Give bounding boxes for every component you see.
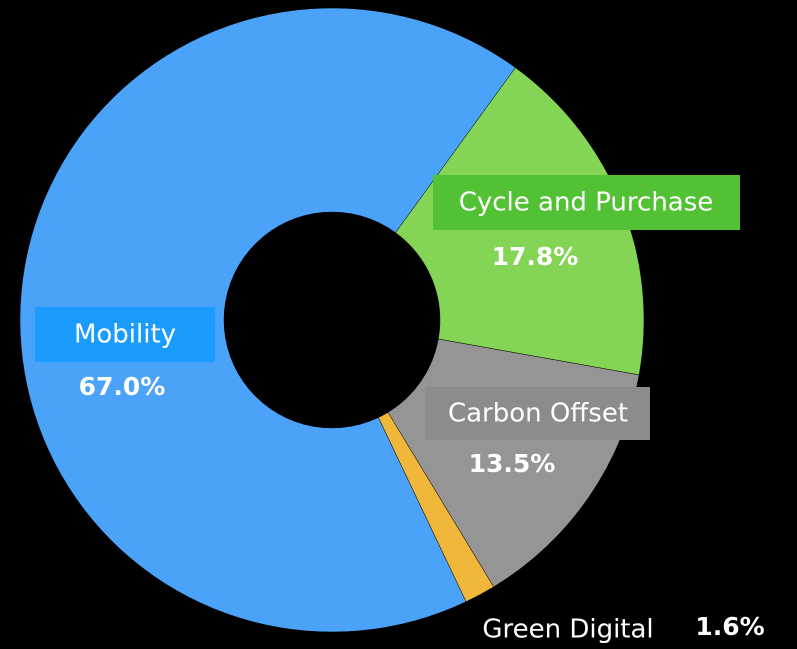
donut-slice bbox=[19, 7, 516, 633]
category-label: Mobility bbox=[74, 320, 176, 350]
label-box bbox=[35, 307, 215, 362]
value-label: 13.5% bbox=[469, 449, 556, 478]
label-box bbox=[433, 175, 740, 230]
value-label: 17.8% bbox=[492, 242, 579, 271]
value-label: 1.6% bbox=[695, 612, 764, 641]
category-label: Carbon Offset bbox=[448, 399, 628, 429]
category-label: Green Digital bbox=[482, 615, 653, 645]
label-box bbox=[425, 387, 650, 440]
category-label: Cycle and Purchase bbox=[459, 188, 714, 218]
value-label: 67.0% bbox=[79, 372, 166, 401]
